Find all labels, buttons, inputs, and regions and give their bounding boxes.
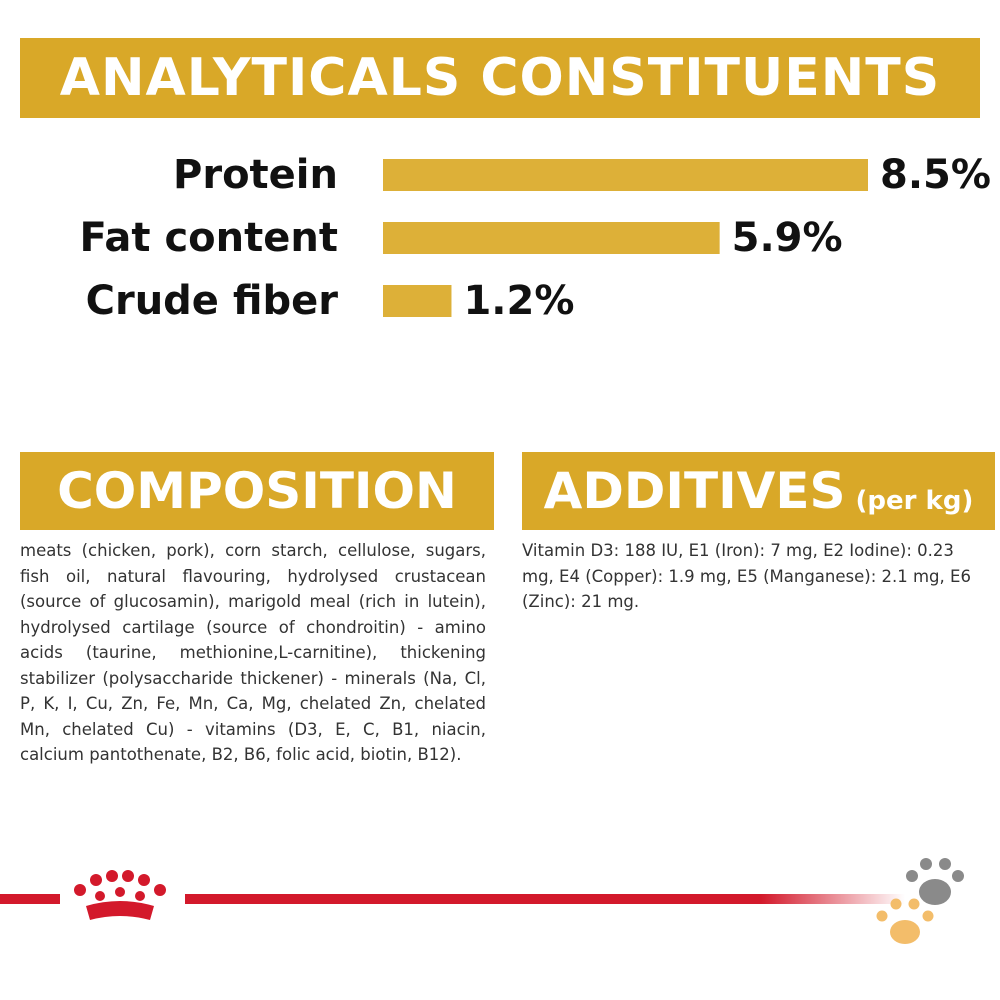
additives-header: ADDITIVES (per kg) [522, 452, 995, 530]
crown-logo [74, 870, 166, 920]
composition-title: COMPOSITION [57, 462, 457, 520]
chart-title: ANALYTICALS CONSTITUENTS [20, 38, 980, 118]
bar [383, 285, 452, 317]
footer [0, 858, 964, 944]
additives-unit: (per kg) [855, 486, 974, 516]
composition-header: COMPOSITION [20, 452, 494, 530]
chart: Protein 8.5% Fat content 5.9% Crude fiber 1.2… [79, 152, 991, 324]
footer-line [185, 894, 905, 904]
category-label: Crude fiber [86, 278, 339, 324]
bar [383, 159, 868, 191]
paw-icon [906, 858, 964, 905]
additives-text: Vitamin D3: 188 IU, E1 (Iron): 7 mg, E2 … [522, 541, 971, 611]
category-label: Fat content [79, 215, 338, 261]
additives-title: ADDITIVES [543, 462, 846, 520]
value-label: 8.5% [880, 152, 991, 198]
category-label: Protein [173, 152, 338, 198]
bar [383, 222, 720, 254]
paw-icon [876, 898, 934, 944]
value-label: 5.9% [732, 215, 843, 261]
composition-text: meats (chicken, pork), corn starch, cell… [20, 541, 486, 764]
value-label: 1.2% [463, 278, 574, 324]
footer-line [0, 894, 60, 904]
